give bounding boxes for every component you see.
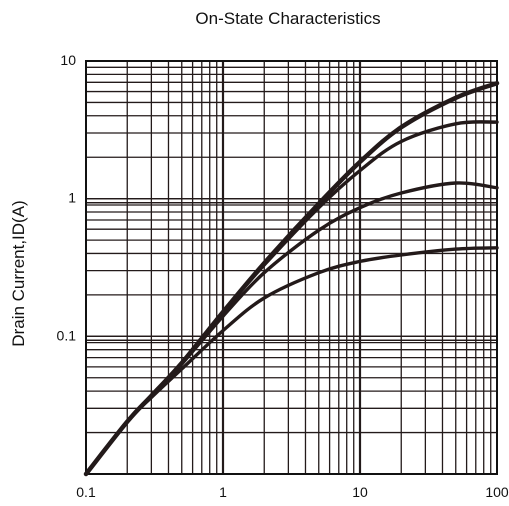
y-tick-labels: 0.1 1 10 <box>57 52 77 343</box>
x-tick-label: 100 <box>485 484 509 500</box>
x-tick-label: 1 <box>219 484 227 500</box>
x-tick-labels: 0.1 1 10 100 <box>76 484 509 500</box>
series-line-4 <box>84 246 499 476</box>
y-tick-label: 10 <box>60 52 76 68</box>
y-axis-label: Drain Current,ID(A) <box>9 200 28 346</box>
series-line-3 <box>84 181 499 476</box>
x-tick-label: 10 <box>352 484 368 500</box>
series-line-2 <box>84 120 499 476</box>
y-tick-label: 0.1 <box>57 327 77 343</box>
plot-frame <box>85 60 498 475</box>
y-tick-label: 1 <box>68 190 76 206</box>
series-group <box>83 80 500 477</box>
chart-title: On-State Characteristics <box>195 9 380 28</box>
x-tick-label: 0.1 <box>76 484 96 500</box>
series-line-1 <box>83 80 500 477</box>
chart-grid <box>86 61 497 474</box>
